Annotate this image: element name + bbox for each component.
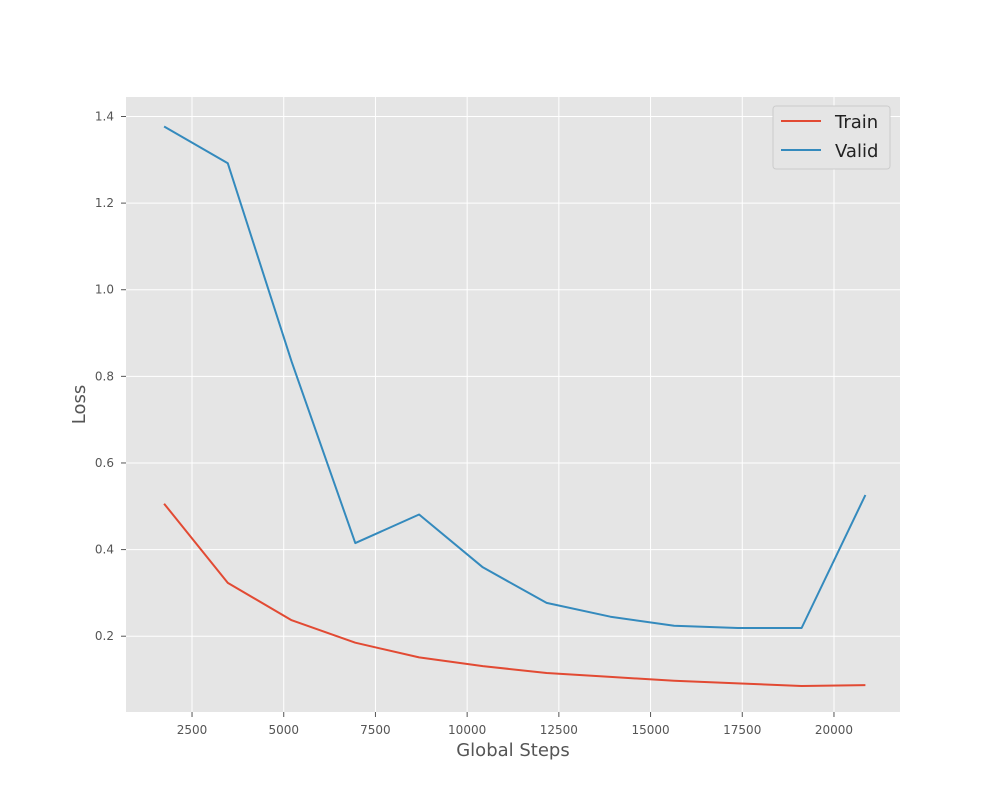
y-tick-label: 0.6 — [95, 456, 114, 470]
y-axis-ticks: 0.2 0.4 0.6 0.8 1.0 1.2 1.4 — [95, 109, 126, 643]
y-tick-label: 0.4 — [95, 543, 114, 557]
x-axis-ticks: 2500 5000 7500 10000 12500 15000 17500 20000 — [177, 712, 853, 737]
x-tick-label: 7500 — [360, 723, 391, 737]
series-layer — [163, 125, 867, 687]
series-line-train — [163, 503, 866, 687]
x-axis-label: Global Steps — [456, 740, 570, 761]
legend: Train Valid — [772, 105, 891, 170]
legend-valid-label: Valid — [835, 141, 878, 162]
grid-layer — [126, 97, 900, 712]
x-tick-label: 5000 — [268, 723, 299, 737]
legend-train-label: Train — [834, 112, 878, 133]
x-tick-label: 12500 — [540, 723, 578, 737]
y-axis-label: Loss — [69, 385, 90, 424]
plot-area — [126, 97, 900, 712]
y-tick-label: 0.2 — [95, 629, 114, 643]
x-tick-label: 2500 — [177, 723, 208, 737]
x-tick-label: 20000 — [815, 723, 853, 737]
y-tick-label: 1.2 — [95, 196, 114, 210]
y-tick-label: 0.8 — [95, 369, 114, 383]
y-tick-label: 1.0 — [95, 283, 114, 297]
x-tick-label: 17500 — [723, 723, 761, 737]
series-line-valid — [163, 125, 867, 629]
x-tick-label: 15000 — [631, 723, 669, 737]
y-tick-label: 1.4 — [95, 109, 114, 123]
x-tick-label: 10000 — [448, 723, 486, 737]
